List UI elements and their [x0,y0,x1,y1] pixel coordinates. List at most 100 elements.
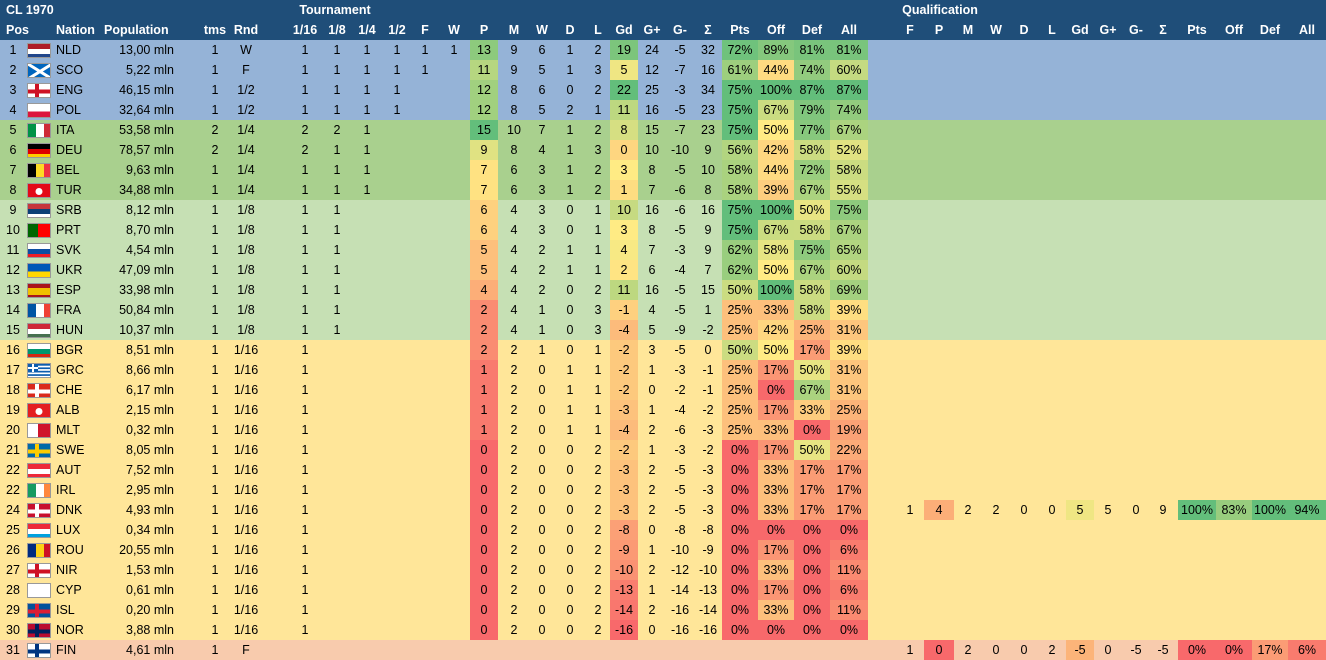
cell-rnd: 1/8 [237,323,255,337]
cell-tms: 1 [211,223,219,237]
cell-all: 0% [830,520,868,540]
flag-icon [27,183,51,198]
cell-gm: -10 [670,143,690,157]
cell-qgd: -5 [1066,640,1094,660]
cell-d: 1 [566,163,574,177]
cell-wins: 6 [538,83,546,97]
cell-nation: NLD [56,43,82,57]
cell-p: 0 [470,560,498,580]
cell-pos: 2 [9,63,17,77]
table-row: 1 NLD 13,00 mln 1 W 1 1 1 1 1 1 13 9 6 1 2 19 24 -5 32 72% 89… [0,40,1326,60]
cell-pos: 6 [9,143,17,157]
cell-l: 2 [594,603,602,617]
cell-d: 0 [566,323,574,337]
cell-pos: 25 [6,523,20,537]
cell-off: 0% [758,620,794,640]
cell-wins: 3 [538,203,546,217]
cell-p: 4 [470,280,498,300]
flag-icon [27,203,51,218]
cell-sum: 9 [704,243,712,257]
cell-pos: 15 [6,323,20,337]
cell-gd: 3 [610,220,638,240]
cell-d: 0 [566,303,574,317]
cell-wins: 1 [538,343,546,357]
cell-d: 0 [566,223,574,237]
cell-population: 78,57 mln [119,143,174,157]
cell-tms: 1 [211,303,219,317]
cell-nation: CYP [56,583,82,597]
cell-r8: 1 [333,43,341,57]
cell-gp: 8 [648,223,656,237]
cell-nation: TUR [56,183,82,197]
cell-gd: -16 [610,620,638,640]
cell-pos: 14 [6,303,20,317]
cell-l: 1 [594,423,602,437]
cell-population: 13,00 mln [119,43,174,57]
col-header-qsum: Σ [1159,23,1167,37]
cell-def: 77% [794,120,830,140]
flag-icon [27,343,51,358]
col-header-qp: P [934,23,944,37]
cell-all: 60% [830,60,868,80]
cell-pos: 27 [6,563,20,577]
col-header-r8: 1/8 [328,23,346,37]
table-row: 29 ISL 0,20 mln 1 1/16 1 0 2 0 0 2 -14 2 -16 -14 0% 33% 0… [0,600,1326,620]
cell-qd: 0 [1020,643,1028,657]
cell-population: 8,05 mln [126,443,174,457]
cell-off: 58% [758,240,794,260]
cell-l: 1 [594,383,602,397]
cell-pts: 56% [722,140,758,160]
cell-sum: -8 [702,523,714,537]
cell-r16: 1 [301,183,309,197]
cell-r16: 1 [301,243,309,257]
cell-l: 2 [594,43,602,57]
cell-all: 31% [830,320,868,340]
cell-off: 33% [758,420,794,440]
cell-d: 1 [566,243,574,257]
cell-tms: 1 [211,503,219,517]
cell-p: 7 [470,180,498,200]
cell-gd: -13 [610,580,638,600]
cell-nation: NIR [56,563,78,577]
table-row: 5 ITA 53,58 mln 2 1/4 2 2 1 15 10 7 1 2 8 15 -7 23 75% 50%… [0,120,1326,140]
cell-gm: -5 [674,223,686,237]
cell-l: 2 [594,543,602,557]
cell-all: 19% [830,420,868,440]
cell-nation: NOR [56,623,84,637]
cell-rnd: 1/8 [237,303,255,317]
cell-pts: 58% [722,160,758,180]
cell-pts: 75% [722,220,758,240]
cell-population: 1,53 mln [126,563,174,577]
cell-pos: 4 [9,103,17,117]
cell-population: 46,15 mln [119,83,174,97]
cell-p: 2 [470,300,498,320]
cell-off: 17% [758,540,794,560]
cell-gd: 1 [610,180,638,200]
cell-qoff: 0% [1216,640,1252,660]
col-header-p: P [479,23,489,37]
cell-population: 53,58 mln [119,123,174,137]
cell-rnd: 1/2 [237,103,255,117]
cell-gd: -8 [610,520,638,540]
table-row: 27 NIR 1,53 mln 1 1/16 1 0 2 0 0 2 -10 2 -12 -10 0% 33% 0… [0,560,1326,580]
cell-population: 0,61 mln [126,583,174,597]
cell-off: 33% [758,600,794,620]
cell-m: 2 [510,583,518,597]
cell-population: 6,17 mln [126,383,174,397]
cell-def: 0% [794,620,830,640]
cell-p: 0 [470,580,498,600]
cell-population: 4,54 mln [126,243,174,257]
flag-icon [27,83,51,98]
cell-d: 1 [566,183,574,197]
cell-f: 1 [421,43,429,57]
col-header-qpts: Pts [1187,23,1207,37]
cell-l: 2 [594,563,602,577]
cell-tms: 2 [211,143,219,157]
table-row: 6 DEU 78,57 mln 2 1/4 2 1 1 9 8 4 1 3 0 10 -10 9 56% 42% 58… [0,140,1326,160]
cell-tms: 1 [211,623,219,637]
cell-r8: 1 [333,183,341,197]
col-header-qdef: Def [1259,23,1281,37]
cell-gd: -1 [610,300,638,320]
cell-l: 1 [594,223,602,237]
